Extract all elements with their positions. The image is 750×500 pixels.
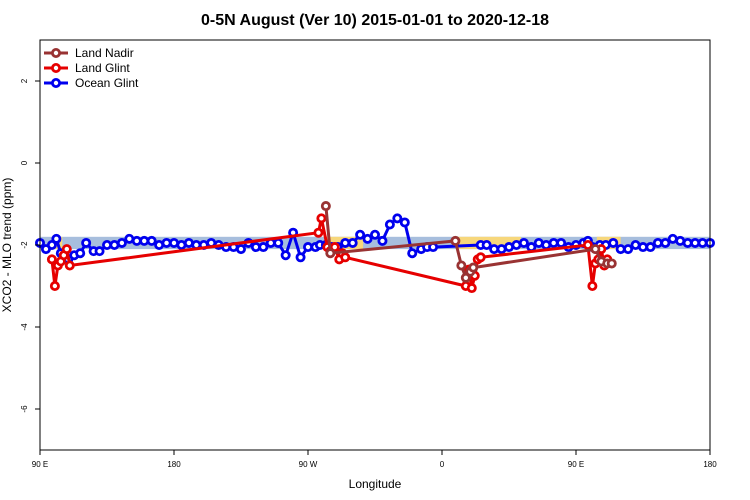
data-point [587,280,598,291]
y-tick-label: -4 [20,323,29,331]
legend-label: Land Glint [75,61,130,75]
data-point [61,244,72,255]
data-point [526,242,537,253]
data-point [81,237,92,248]
data-point [606,258,617,269]
data-point [146,235,157,246]
y-tick-label: 2 [20,78,29,83]
x-axis-label: Longitude [349,477,402,491]
data-point [468,262,479,273]
data-point [518,237,529,248]
data-point [392,213,403,224]
y-tick-label: -6 [20,405,29,413]
data-point [362,233,373,244]
data-point [377,235,388,246]
legend-label: Land Nadir [75,46,134,60]
data-point [258,242,269,253]
series-layer [35,201,716,294]
data-point [51,233,62,244]
data-point [64,260,75,271]
data-point [116,237,127,248]
data-point [325,248,336,259]
data-point [320,201,331,212]
data-point [235,244,246,255]
data-point [460,272,471,283]
data-point [407,248,418,259]
data-point [645,242,656,253]
axes: 90 E 180 90 W 0 90 E 180 -6 -4 -2 0 2 [20,39,717,469]
legend-item: Land Nadir [44,46,134,60]
legend-item: Ocean Glint [44,76,139,90]
data-point [456,260,467,271]
data-point [340,252,351,263]
data-point [295,252,306,263]
data-point [313,227,324,238]
data-point [75,248,86,259]
x-tick-label: 90 E [568,460,584,469]
data-point [660,237,671,248]
data-point [481,239,492,250]
chart-title: 0-5N August (Ver 10) 2015-01-01 to 2020-… [201,12,549,29]
data-point [466,283,477,294]
x-tick-label: 90 E [32,460,48,469]
data-point [273,237,284,248]
legend-marker [51,63,62,74]
data-point [608,237,619,248]
data-point [399,217,410,228]
data-point [450,235,461,246]
data-point [347,237,358,248]
x-tick-label: 90 W [299,460,318,469]
data-point [582,239,593,250]
data-point [46,254,57,265]
y-tick-label: 0 [20,160,29,165]
y-axis-label: XCO2 - MLO trend (ppm) [0,178,14,313]
legend-marker [51,78,62,89]
y-tick-label: -2 [20,241,29,249]
x-tick-label: 180 [167,460,181,469]
data-point [556,237,567,248]
data-point [384,219,395,230]
data-point [94,246,105,257]
data-point [623,244,634,255]
data-point [475,252,486,263]
data-point [49,280,60,291]
x-tick-label: 180 [703,460,717,469]
data-point [280,250,291,261]
series-land-nadir [320,201,617,283]
data-point [316,213,327,224]
legend-label: Ocean Glint [75,76,139,90]
data-point [369,229,380,240]
data-point [46,239,57,250]
legend-marker [51,48,62,59]
x-tick-label: 0 [440,460,445,469]
legend-item: Land Glint [44,61,130,75]
data-point [355,229,366,240]
data-point [590,244,601,255]
